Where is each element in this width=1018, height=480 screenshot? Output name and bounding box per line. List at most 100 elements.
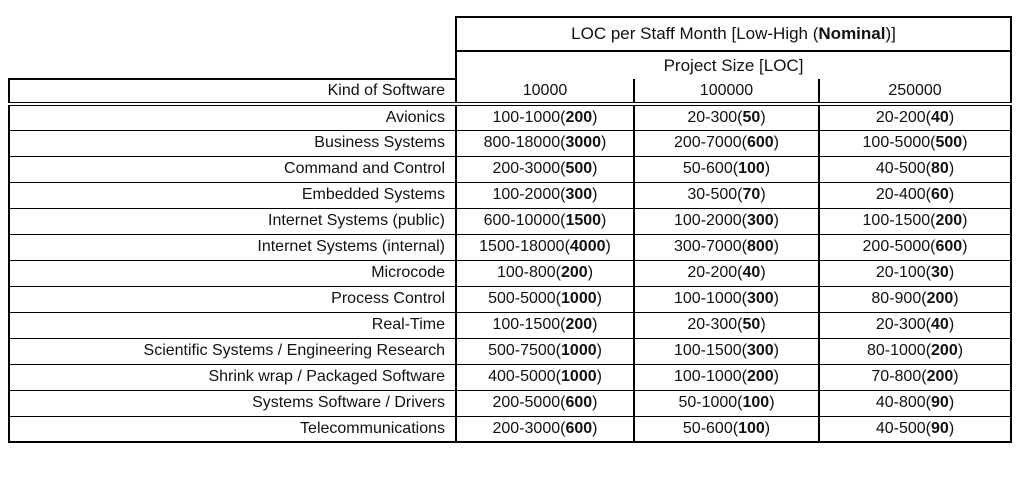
size-header-100000: 100000: [633, 79, 819, 106]
loc-range-cell: 100-2000(300): [455, 182, 634, 209]
nominal-value: 800: [746, 238, 774, 255]
loc-range-cell: 80-900(200): [817, 286, 1013, 313]
nominal-value: 200: [565, 108, 593, 126]
nominal-value: 600: [565, 419, 593, 437]
table-title-post: )]: [885, 24, 896, 43]
row-label: Process Control: [8, 286, 457, 313]
nominal-value: 200: [561, 264, 588, 281]
nominal-value: 600: [746, 134, 774, 151]
table-row: Microcode 100-800(200) 20-200(40) 20-100(30…: [8, 260, 1013, 287]
row-label: Scientific Systems / Engineering Researc…: [8, 338, 457, 365]
row-label: Systems Software / Drivers: [8, 390, 457, 417]
row-label: Command and Control: [8, 156, 457, 183]
row-label: Internet Systems (public): [8, 208, 457, 235]
table-row: Process Control 500-5000(1000) 100-1000(30…: [8, 286, 1013, 313]
nominal-value: 3000: [565, 134, 602, 151]
nominal-value: 40: [931, 316, 949, 333]
loc-range-cell: 100-800(200): [455, 260, 634, 287]
table-header: LOC per Staff Month [Low-High (Nominal)]…: [8, 16, 1013, 106]
loc-range-cell: 100-1500(200): [817, 208, 1013, 235]
nominal-value: 60: [931, 186, 949, 203]
row-label: Embedded Systems: [8, 182, 457, 209]
nominal-value: 300: [746, 212, 774, 229]
table-row: Telecommunications 200-3000(600) 50-600(10…: [8, 416, 1013, 443]
table-title-bold: Nominal: [818, 24, 886, 43]
header-spacer: [9, 17, 456, 51]
size-header-250000: 250000: [817, 79, 1013, 106]
nominal-value: 40: [931, 108, 949, 126]
nominal-value: 300: [746, 290, 774, 307]
nominal-value: 200: [746, 368, 774, 385]
row-label: Avionics: [8, 104, 457, 131]
loc-range-cell: 20-300(40): [817, 312, 1013, 339]
loc-range-cell: 40-500(90): [817, 416, 1013, 443]
loc-range-cell: 20-400(60): [817, 182, 1013, 209]
header-spacer: [9, 51, 456, 79]
loc-range-cell: 200-7000(600): [633, 130, 819, 157]
loc-range-cell: 200-5000(600): [817, 234, 1013, 261]
nominal-value: 600: [935, 238, 963, 255]
loc-range-cell: 20-100(30): [817, 260, 1013, 287]
nominal-value: 100: [738, 160, 765, 177]
nominal-value: 300: [565, 186, 593, 203]
loc-range-cell: 50-600(100): [633, 156, 819, 183]
nominal-value: 90: [931, 419, 949, 437]
row-label: Telecommunications: [8, 416, 457, 443]
table-row: Avionics 100-1000(200) 20-300(50) 20-200(40…: [8, 104, 1013, 131]
loc-range-cell: 20-200(40): [817, 104, 1013, 131]
nominal-value: 200: [565, 316, 593, 333]
header-project-size-row: Project Size [LOC]: [9, 51, 1013, 79]
nominal-value: 500: [935, 134, 963, 151]
kind-of-software-header: Kind of Software: [8, 78, 457, 106]
loc-range-cell: 200-3000(500): [455, 156, 634, 183]
row-label: Microcode: [8, 260, 457, 287]
nominal-value: 1000: [561, 368, 597, 385]
table-row: Command and Control 200-3000(500) 50-600(1…: [8, 156, 1013, 183]
nominal-value: 1000: [561, 342, 597, 359]
loc-range-cell: 20-200(40): [633, 260, 819, 287]
loc-range-cell: 500-5000(1000): [455, 286, 634, 313]
nominal-value: 500: [565, 160, 593, 177]
table-row: Systems Software / Drivers 200-5000(600) 5…: [8, 390, 1013, 417]
loc-range-cell: 40-800(90): [817, 390, 1013, 417]
table-row: Internet Systems (public) 600-10000(1500)…: [8, 208, 1013, 235]
table-body: Avionics 100-1000(200) 20-300(50) 20-200(40…: [8, 104, 1013, 443]
project-size-label: Project Size [LOC]: [454, 51, 1013, 79]
row-label: Business Systems: [8, 130, 457, 157]
loc-range-cell: 50-1000(100): [633, 390, 819, 417]
loc-range-cell: 40-500(80): [817, 156, 1013, 183]
loc-range-cell: 500-7500(1000): [455, 338, 634, 365]
table-title-pre: LOC per Staff Month [Low-High (: [571, 24, 819, 43]
loc-range-cell: 20-300(50): [633, 104, 819, 131]
loc-range-cell: 30-500(70): [633, 182, 819, 209]
loc-range-cell: 300-7000(800): [633, 234, 819, 261]
loc-range-cell: 80-1000(200): [817, 338, 1013, 365]
size-header-10000: 10000: [455, 79, 634, 106]
nominal-value: 200: [926, 368, 954, 385]
loc-range-cell: 400-5000(1000): [455, 364, 634, 391]
loc-range-cell: 1500-18000(4000): [455, 234, 634, 261]
nominal-value: 70: [742, 186, 761, 203]
nominal-value: 600: [565, 394, 593, 411]
table-row: Shrink wrap / Packaged Software 400-5000(…: [8, 364, 1013, 391]
loc-range-cell: 200-3000(600): [455, 416, 634, 443]
header-columns-row: Kind of Software 10000 100000 250000: [8, 78, 1013, 106]
nominal-value: 30: [931, 264, 949, 281]
loc-range-cell: 600-10000(1500): [455, 208, 634, 235]
nominal-value: 100: [742, 394, 770, 411]
table-row: Real-Time 100-1500(200) 20-300(50) 20-300(4…: [8, 312, 1013, 339]
table-row: Internet Systems (internal) 1500-18000(40…: [8, 234, 1013, 261]
nominal-value: 300: [746, 342, 774, 359]
nominal-value: 40: [742, 264, 761, 281]
loc-range-cell: 100-1500(300): [633, 338, 819, 365]
loc-per-staff-month-table: LOC per Staff Month [Low-High (Nominal)]…: [8, 16, 1013, 443]
loc-range-cell: 100-2000(300): [633, 208, 819, 235]
loc-range-cell: 70-800(200): [817, 364, 1013, 391]
nominal-value: 1500: [565, 212, 602, 229]
loc-range-cell: 200-5000(600): [455, 390, 634, 417]
loc-range-cell: 800-18000(3000): [455, 130, 634, 157]
nominal-value: 50: [742, 108, 761, 126]
row-label: Internet Systems (internal): [8, 234, 457, 261]
nominal-value: 50: [742, 316, 761, 333]
